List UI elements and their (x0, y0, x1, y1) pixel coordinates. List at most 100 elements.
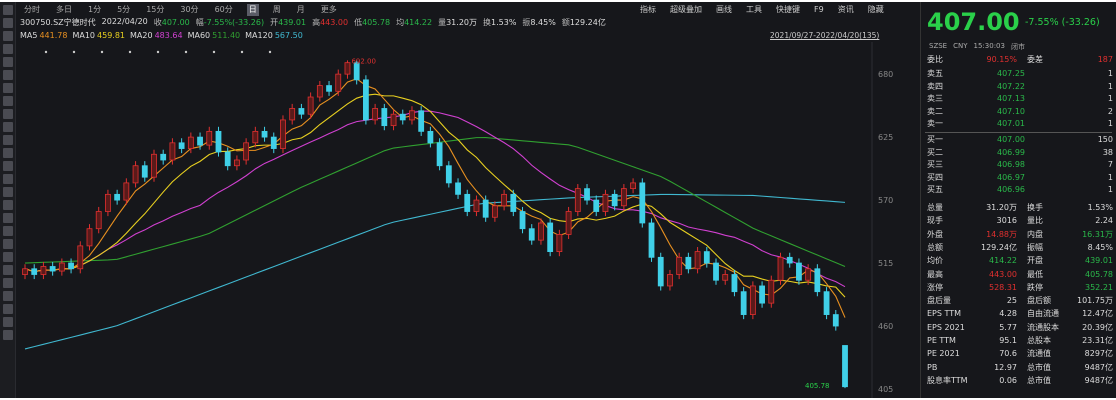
volume-value: 31.20万 (446, 18, 477, 27)
menu-item[interactable]: 工具 (746, 5, 762, 14)
candle (206, 126, 213, 150)
quote-cell: 卖二 (927, 106, 943, 116)
candle (620, 184, 627, 211)
menu-item[interactable]: 隐藏 (867, 5, 884, 14)
quote-cell: 8.45% (1087, 242, 1113, 252)
quote-cell: 0.06 (999, 375, 1017, 385)
menu-item[interactable]: 超级叠加 (670, 5, 702, 14)
event-marker[interactable] (268, 50, 272, 54)
ma5-line (24, 78, 846, 318)
toolbar-icon[interactable] (3, 187, 13, 197)
menu-item[interactable]: 画线 (716, 5, 732, 14)
quote-row: PE 2021 70.6 流通值 8297亿 (927, 348, 1113, 360)
candle (768, 275, 775, 308)
toolbar-icon[interactable] (3, 239, 13, 249)
event-marker[interactable] (240, 50, 244, 54)
left-toolbar (0, 2, 16, 398)
quote-cell: 9487亿 (1084, 362, 1113, 372)
toolbar-icon[interactable] (3, 278, 13, 288)
candle (68, 258, 74, 274)
tab-period[interactable]: 周 (272, 5, 281, 14)
tab-period[interactable]: 日 (246, 4, 259, 16)
toolbar-icon[interactable] (3, 31, 13, 41)
candle (31, 264, 38, 280)
toolbar-icon[interactable] (3, 265, 13, 275)
toolbar-icon[interactable] (3, 161, 13, 171)
quote-cell: 总额 (927, 242, 943, 252)
tab-period[interactable]: 更多 (320, 5, 337, 14)
ma-name: MA20 (130, 31, 153, 40)
toolbar-icon[interactable] (3, 330, 13, 340)
tab-period[interactable]: 30分 (180, 5, 199, 14)
tab-period[interactable]: 多日 (56, 5, 72, 14)
toolbar-icon[interactable] (3, 18, 13, 28)
toolbar-icon[interactable] (3, 291, 13, 301)
menu-item[interactable]: 资讯 (837, 5, 854, 14)
candle (178, 138, 185, 154)
candle (584, 184, 590, 205)
event-marker[interactable] (44, 50, 48, 54)
tab-period[interactable]: 15分 (146, 5, 165, 14)
toolbar-icon[interactable] (3, 109, 13, 119)
quote-cell: 414.22 (989, 256, 1017, 266)
menu-item[interactable]: 指标 (640, 5, 656, 14)
toolbar-icon[interactable] (3, 135, 13, 145)
toolbar-icon[interactable] (3, 200, 13, 210)
menu-item[interactable]: 快捷键 (776, 5, 800, 14)
exchange: SZSE (929, 42, 948, 50)
tab-period[interactable]: 月 (296, 5, 305, 14)
toolbar-icon[interactable] (3, 57, 13, 67)
toolbar-icon[interactable] (3, 304, 13, 314)
menu-item[interactable]: F9 (814, 5, 824, 14)
candlestick-chart[interactable]: 680 625 570 515 460 405 692.00 405.78 (16, 42, 916, 398)
quote-row: 卖二 407.10 2 (927, 106, 1113, 118)
quote-cell: PE 2021 (927, 349, 960, 359)
quote-cell: 1 (1107, 94, 1113, 103)
toolbar-icon[interactable] (3, 44, 13, 54)
event-marker[interactable] (100, 50, 104, 54)
quote-cell: 1.53% (1087, 203, 1113, 212)
toolbar-icon[interactable] (3, 122, 13, 132)
toolbar-icon[interactable] (3, 96, 13, 106)
last-price: 407.00 (927, 8, 1020, 36)
event-marker[interactable] (212, 50, 216, 54)
event-marker[interactable] (128, 50, 132, 54)
toolbar-icon[interactable] (3, 70, 13, 80)
toolbar-icon[interactable] (3, 317, 13, 327)
tab-period[interactable]: 60分 (214, 5, 233, 14)
toolbar-icon[interactable] (3, 213, 13, 223)
quote-cell: 买一 (927, 135, 943, 144)
toolbar-icon[interactable] (3, 252, 13, 262)
quote-cell: 1 (1107, 119, 1113, 128)
toolbar-icon[interactable] (3, 174, 13, 184)
tab-period[interactable]: 1分 (88, 5, 102, 14)
toolbar-icon[interactable] (3, 148, 13, 158)
toolbar-icon[interactable] (3, 5, 13, 15)
toolbar-icon[interactable] (3, 83, 13, 93)
quote-cell: 现手 (927, 216, 943, 226)
candle (261, 126, 268, 142)
tab-period[interactable]: 5分 (117, 5, 131, 14)
event-marker[interactable] (156, 50, 160, 54)
candle (427, 126, 434, 148)
ma-name: MA120 (245, 31, 273, 40)
event-marker[interactable] (184, 50, 188, 54)
candle (436, 138, 443, 171)
candle (482, 195, 489, 222)
candle (538, 218, 544, 245)
quote-cell: 406.98 (997, 160, 1025, 169)
quote-cell: 90.15% (986, 55, 1017, 64)
event-marker[interactable] (72, 50, 76, 54)
quote-cell: 31.20万 (986, 203, 1017, 212)
high-value: 443.00 (320, 18, 349, 27)
tab-period[interactable]: 分时 (24, 5, 40, 14)
quote-cell: 20.39亿 (1082, 322, 1113, 332)
quote-cell: 7 (1107, 160, 1113, 169)
candle (160, 149, 167, 165)
label: 额 (561, 18, 570, 27)
quote-cell: 187 (1097, 55, 1113, 64)
toolbar-icon[interactable] (3, 226, 13, 236)
candle (40, 261, 47, 280)
quote-cell: 涨停 (927, 282, 943, 292)
date-range-selector[interactable]: 2021/09/27-2022/04/20(135) (770, 31, 880, 40)
